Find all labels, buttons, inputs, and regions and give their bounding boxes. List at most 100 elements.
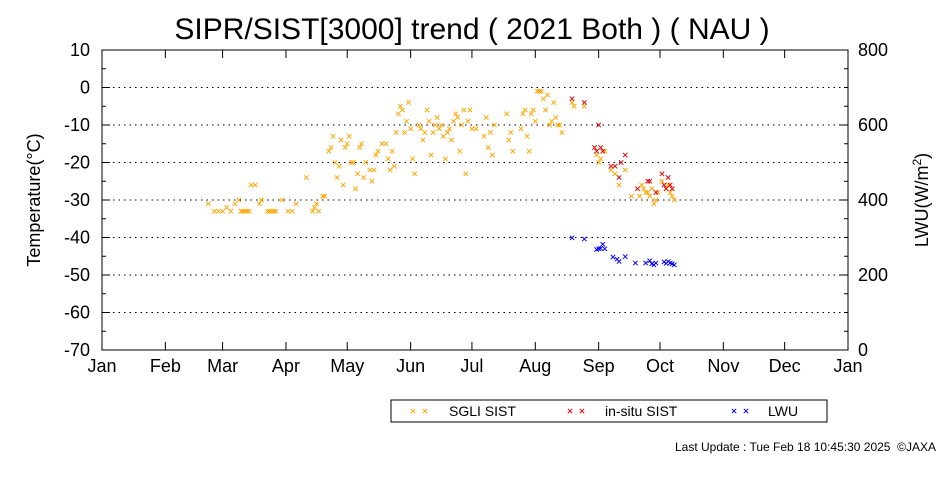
series-0 [205,88,677,214]
data-point [530,107,536,113]
series-1 [569,96,675,196]
gridlines [102,87,848,313]
x-tick-label: Jan [87,356,116,376]
data-point [667,182,673,188]
data-point [205,201,211,207]
data-point [252,182,258,188]
data-point [641,186,647,192]
data-point [428,152,434,158]
data-point [271,208,277,214]
chart-title: SIPR/SIST[3000] trend ( 2021 Both ) ( NA… [174,13,769,46]
x-tick-label: Oct [646,356,674,376]
data-point [442,156,448,162]
data-point [647,193,653,199]
plot-frame [101,49,849,351]
data-point [211,208,217,214]
data-series [205,88,677,268]
data-point [215,208,222,214]
data-point [264,208,271,214]
data-point [350,159,356,166]
y-tick-label: -40 [64,228,90,248]
data-point [236,197,242,203]
data-point [455,114,461,121]
data-point [602,148,608,154]
data-point [224,204,230,211]
data-point [534,88,540,94]
data-point [571,103,577,109]
data-point [581,103,587,109]
data-point [385,156,391,162]
data-point [363,159,369,166]
data-point [246,208,252,214]
x-tick-label: Dec [769,356,801,376]
data-point [536,88,542,94]
data-point [432,122,438,128]
data-point [330,133,336,139]
data-point [220,208,226,214]
legend-label-insitu: in-situ SIST [605,403,678,419]
data-point [371,167,377,173]
data-point [653,260,659,266]
y2-tick-labels: 800 600 400 200 0 [858,40,888,360]
data-point [420,137,426,143]
data-point [661,182,667,188]
data-point [403,118,410,124]
data-point [244,208,250,214]
y2-tick-label: 200 [858,265,888,285]
data-point [520,111,526,117]
x-tick-label: Aug [519,356,551,376]
data-point [596,159,602,166]
x-tick-label: Nov [707,356,739,376]
data-point [436,126,442,132]
y2-tick-label: 0 [858,340,868,360]
data-point [538,88,544,94]
data-point [440,133,446,139]
data-point [645,189,651,196]
data-point [528,111,534,117]
legend-marker-cross [422,408,428,414]
data-point [228,208,234,214]
data-point [487,129,493,136]
data-point [426,118,432,124]
data-point [616,258,622,265]
data-point [549,118,555,124]
data-point [553,114,559,121]
data-point [393,129,399,136]
data-point [430,129,436,136]
data-point [387,167,393,173]
data-point [532,118,538,124]
data-point [332,159,338,166]
data-point [463,171,469,177]
data-point [481,133,487,139]
data-point [622,167,628,173]
data-point [510,148,516,154]
data-point [273,208,279,214]
data-point [410,156,416,162]
legend-marker-cross [731,408,737,414]
axis-ticks [101,49,849,351]
data-point [457,148,463,154]
data-point [485,144,491,151]
data-point [340,182,346,188]
x-tick-label: Jan [833,356,862,376]
data-point [645,178,651,184]
data-point [592,144,598,151]
data-point [596,122,602,128]
data-point [316,208,322,214]
data-point [489,152,495,158]
y2-axis-label-superscript: 2 [910,159,924,166]
series-2 [569,235,677,268]
data-point [232,201,238,207]
data-point [342,144,348,151]
data-point [416,122,422,128]
data-point [446,126,453,132]
data-point [622,254,628,260]
data-point [256,201,262,207]
data-point [465,118,471,124]
data-point [602,246,608,252]
x-tick-label: May [330,356,364,376]
x-tick-label: Sep [583,356,615,376]
data-point [647,178,653,184]
data-point [367,167,373,173]
data-point [612,171,618,177]
